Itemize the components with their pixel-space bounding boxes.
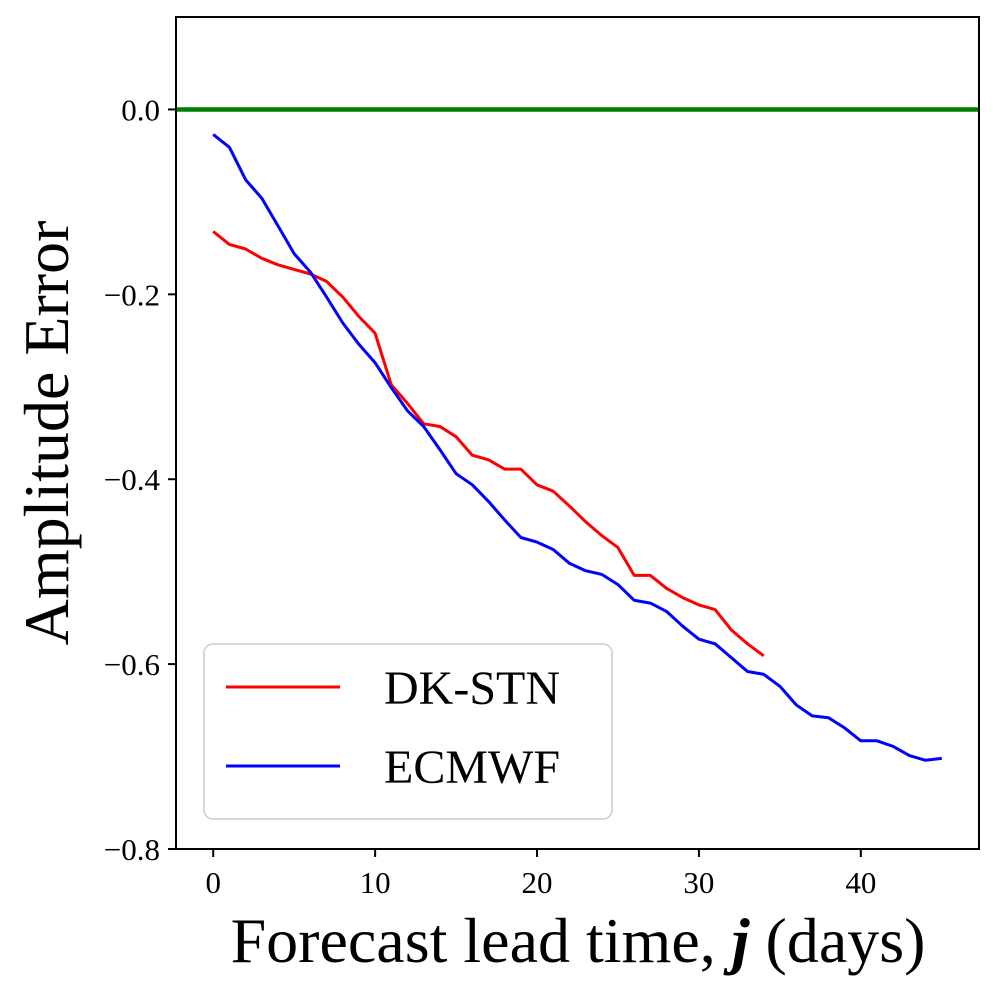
x-axis-label: Forecast lead time, j (days) <box>231 905 926 976</box>
series-line-ecmwf <box>212 133 942 762</box>
y-axis-label: Amplitude Error <box>11 221 82 646</box>
legend: DK-STN ECMWF <box>203 643 613 820</box>
y-axis: 0.0 −0.2 −0.4 −0.6 −0.8 <box>104 92 176 867</box>
x-axis-label-suffix: (days) <box>750 905 926 976</box>
x-axis: 0 10 20 30 40 <box>205 849 876 900</box>
y-tick-label: −0.8 <box>104 832 160 867</box>
series-line-dk-stn <box>212 230 765 658</box>
y-tick-label: −0.4 <box>104 462 161 497</box>
x-axis-label-prefix: Forecast lead time, <box>231 905 732 976</box>
x-tick-label: 0 <box>205 865 221 900</box>
x-tick-label: 30 <box>683 865 714 900</box>
y-tick-label: −0.6 <box>104 647 160 682</box>
x-tick-label: 40 <box>845 865 876 900</box>
y-tick-label: −0.2 <box>104 277 160 312</box>
x-tick-label: 10 <box>360 865 391 900</box>
legend-label-dk-stn: DK-STN <box>384 662 560 715</box>
series-layer <box>212 133 942 762</box>
legend-label-ecmwf: ECMWF <box>384 741 560 794</box>
x-tick-label: 20 <box>522 865 553 900</box>
plot-frame <box>175 16 980 850</box>
y-tick-label: 0.0 <box>121 92 160 127</box>
